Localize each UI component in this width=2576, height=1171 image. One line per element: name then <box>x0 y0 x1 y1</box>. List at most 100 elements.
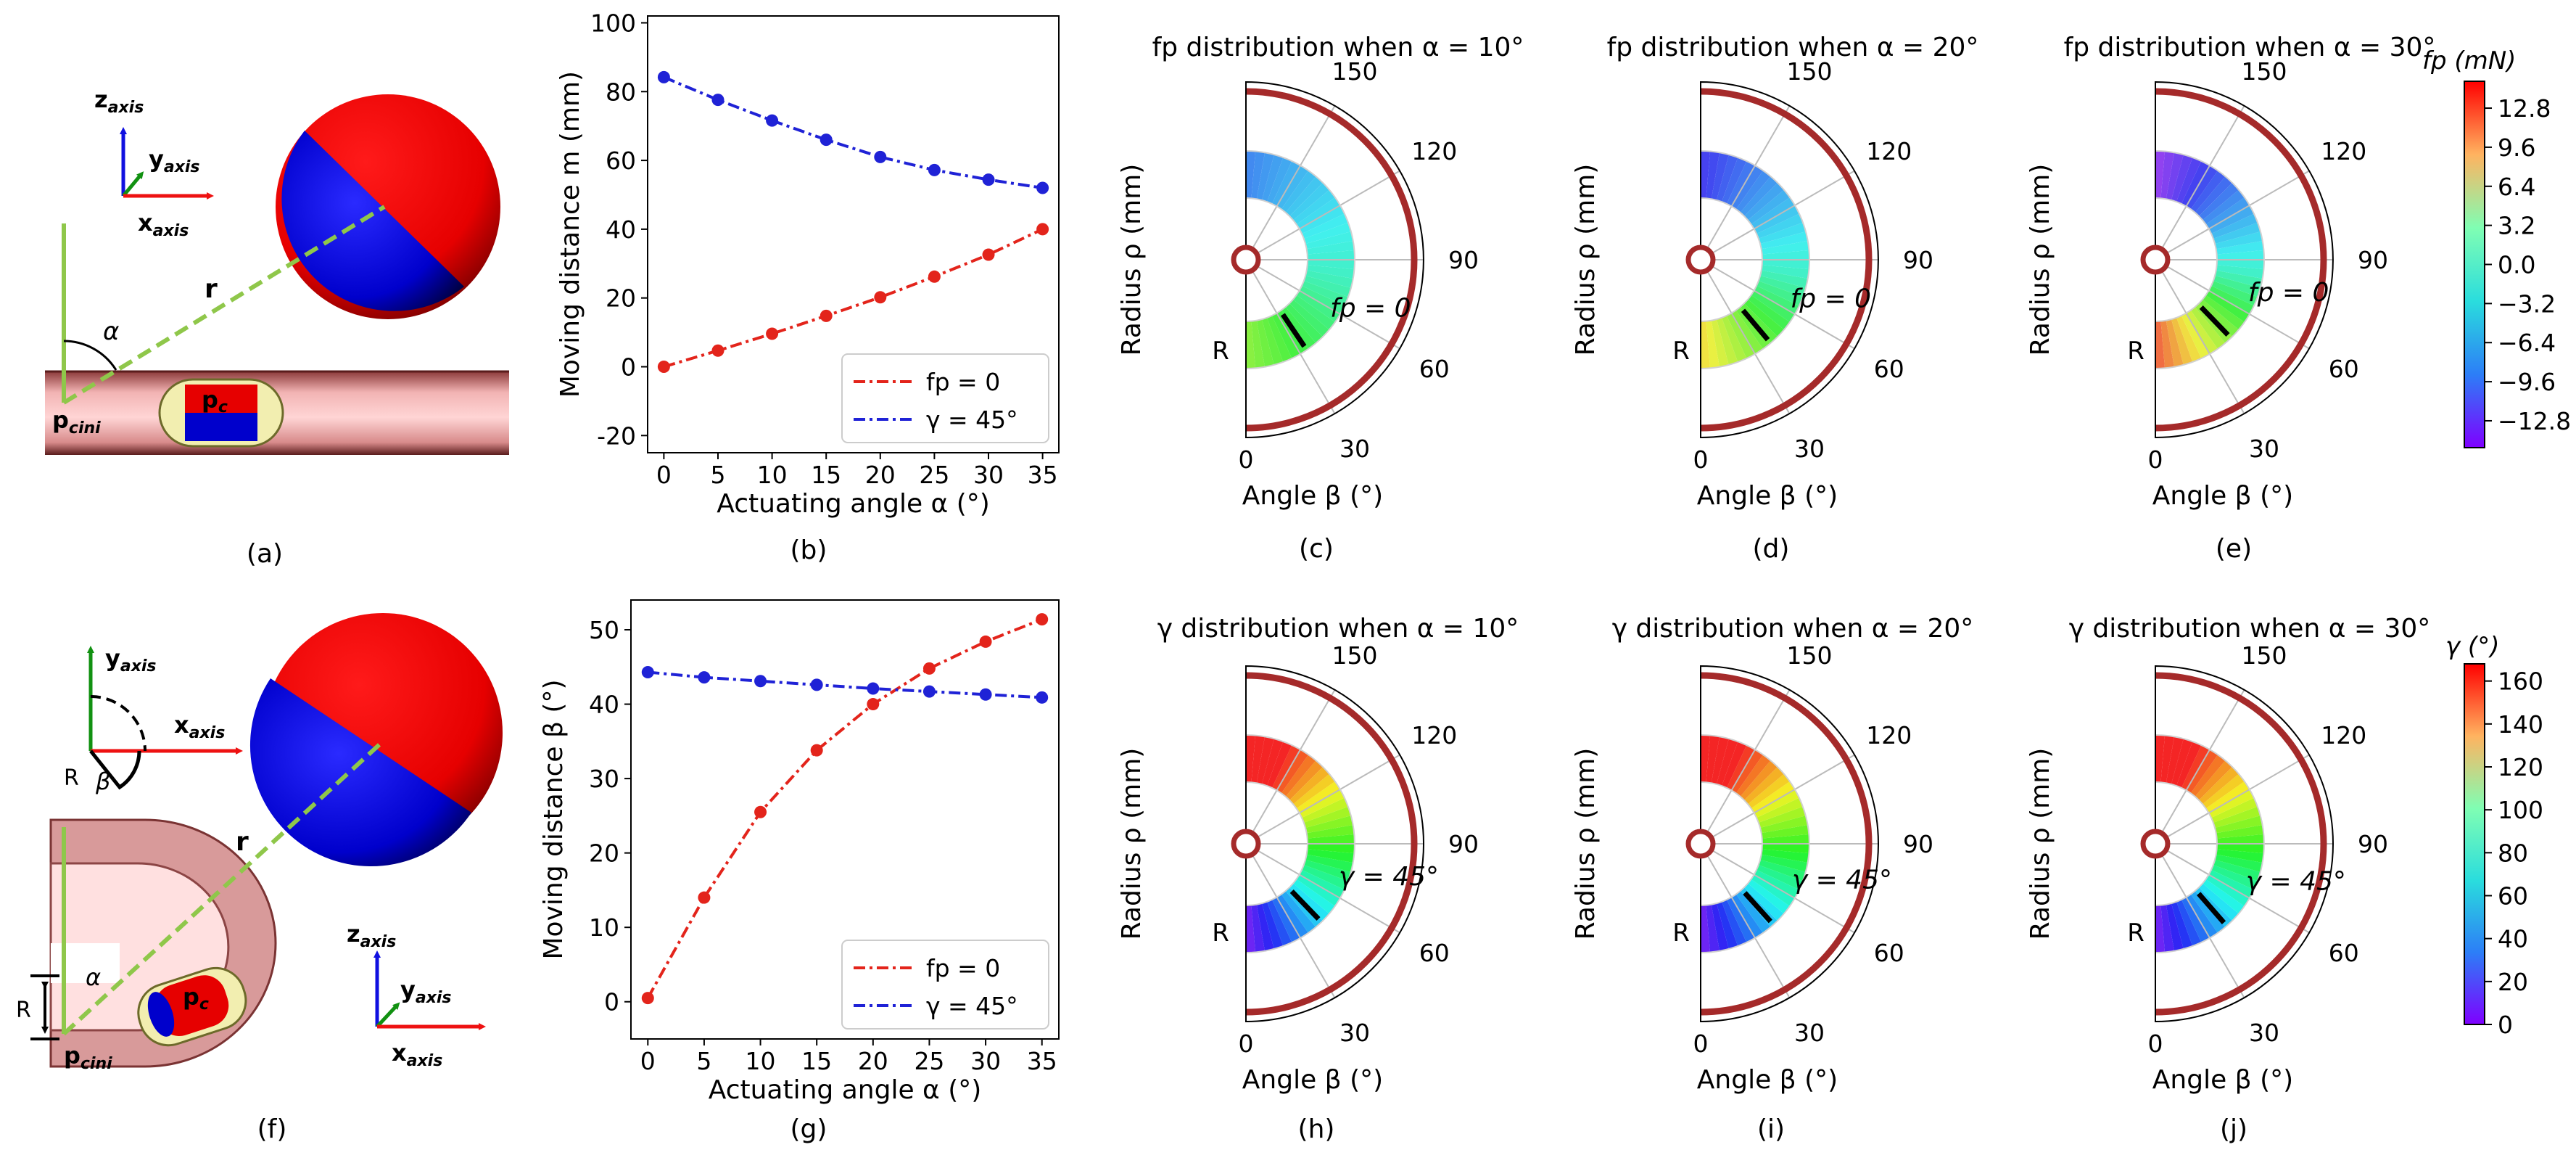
field-segment <box>1740 760 1778 800</box>
R-dimension-f: R <box>16 974 59 1040</box>
field-segment <box>2176 741 2202 788</box>
angle-axis-label: Angle β (°) <box>1697 1065 1838 1095</box>
field-segment <box>2208 789 2254 818</box>
field-segment <box>2203 295 2245 330</box>
angle-tick-label: 30 <box>1339 1019 1370 1047</box>
field-segment <box>1744 766 1784 805</box>
y-axis-label-f: yaxis <box>105 644 157 675</box>
field-segment <box>1246 321 1256 369</box>
data-point <box>1036 613 1049 626</box>
colorbar-gamma-ticks: 160 140 120 100 80 60 40 20 0 <box>2485 667 2543 1039</box>
field-segment <box>2216 824 2264 839</box>
data-point <box>928 270 941 283</box>
field-segment <box>2213 222 2261 245</box>
angle-tick-label: 0 <box>1693 1030 1709 1058</box>
field-segment <box>1256 319 1274 367</box>
field-segment <box>2199 299 2239 337</box>
wall-circle <box>1700 672 1873 1016</box>
field-segment <box>2186 749 2218 794</box>
field-segment <box>1760 231 1808 250</box>
angle-grid-line <box>1700 105 1791 260</box>
field-segment <box>1762 260 1810 270</box>
iso-line-label: fp = 0 <box>1330 293 1411 323</box>
x-tick-label: 20 <box>858 1047 888 1075</box>
angle-axis-label: Angle β (°) <box>1697 481 1838 511</box>
legend: fp = 0 γ = 45° <box>841 353 1049 443</box>
colorbar-tick-label: 40 <box>2498 925 2528 953</box>
field-segment <box>1256 903 1274 951</box>
field-segment <box>1306 265 1355 279</box>
field-segment <box>2186 894 2218 938</box>
field-segment <box>2181 161 2210 207</box>
field-segment <box>1281 170 1316 213</box>
field-segment <box>1267 157 1292 204</box>
angle-grid-line <box>1245 170 1400 260</box>
field-segment <box>1307 250 1355 260</box>
angle-grid-line <box>2155 843 2245 998</box>
field-segment <box>2155 151 2166 199</box>
colorbar-fp-ticks: 12.8 9.6 6.4 3.2 0.0 −3.2 −6.4 −9.6 −12.8 <box>2485 94 2571 435</box>
colorbar-gamma-bar <box>2464 663 2485 1025</box>
radius-axis-label: Radius ρ (mm) <box>2026 748 2055 940</box>
x-tick-label: 15 <box>801 1047 832 1075</box>
iso-line-label: γ = 45° <box>1792 865 1892 895</box>
field-segment <box>2160 151 2175 200</box>
y-tick-label: 0 <box>621 353 636 381</box>
legend-label: fp = 0 <box>926 954 1000 982</box>
field-segment <box>1293 773 1335 809</box>
angle-grid-line <box>2155 259 2245 414</box>
field-segment <box>1251 151 1266 200</box>
panel-label-f: (f) <box>257 1114 287 1144</box>
angle-grid-line <box>1700 843 1855 934</box>
schematic-f: yaxis xaxis R β pc r α R p <box>16 613 503 1073</box>
data-point <box>711 94 724 107</box>
field-segment <box>1305 270 1353 288</box>
field-segment <box>1296 197 1340 229</box>
field-segment <box>1302 213 1348 239</box>
field-segment <box>1756 281 1803 306</box>
y-tick-label: 20 <box>589 839 619 868</box>
field-segment <box>1722 741 1747 788</box>
legend: fp = 0 γ = 45° <box>841 940 1049 1030</box>
angle-grid-line <box>2155 105 2245 260</box>
legend-label: γ = 45° <box>926 406 1018 434</box>
field-segment <box>1731 894 1764 938</box>
angle-tick-label: 120 <box>1866 721 1912 749</box>
data-point <box>641 992 654 1005</box>
field-segment <box>1271 897 1300 942</box>
field-segment <box>1744 883 1784 921</box>
data-point <box>810 744 823 757</box>
field-segment <box>1293 189 1335 225</box>
center-ring <box>1231 829 1261 859</box>
polar-frame <box>1245 81 1424 439</box>
angle-tick-label: 90 <box>1448 246 1479 274</box>
R-dimension-label: R <box>16 998 31 1023</box>
field-segment <box>1731 310 1764 354</box>
field-segment <box>1756 865 1803 890</box>
field-segment <box>2208 869 2254 898</box>
wall-circle <box>1245 672 1418 1016</box>
R-label: R <box>1672 337 1690 366</box>
iso-line <box>1289 889 1321 921</box>
data-point <box>928 163 941 176</box>
field-segment <box>1756 213 1803 239</box>
field-segment <box>2203 773 2245 809</box>
y-axis-label: Moving distance β (°) <box>539 680 569 960</box>
data-point <box>754 805 767 818</box>
angle-tick-label: 60 <box>1419 939 1450 967</box>
iso-line-label: fp = 0 <box>1791 284 1871 314</box>
angle-tick-label: 120 <box>2321 137 2366 165</box>
field-segment <box>1735 170 1771 213</box>
angle-tick-label: 30 <box>2249 1019 2279 1047</box>
panel-label-d: (d) <box>1753 534 1790 564</box>
data-point <box>874 150 887 163</box>
field-segment <box>2166 736 2184 784</box>
field-segment <box>1756 797 1803 823</box>
field-segment <box>1289 299 1329 337</box>
field-segment <box>2215 815 2263 834</box>
field-segment <box>1761 240 1809 255</box>
iso-line <box>1741 308 1770 342</box>
x-tick-label: 30 <box>973 461 1004 489</box>
field-segment <box>1751 197 1795 229</box>
field-segment <box>2211 865 2258 890</box>
